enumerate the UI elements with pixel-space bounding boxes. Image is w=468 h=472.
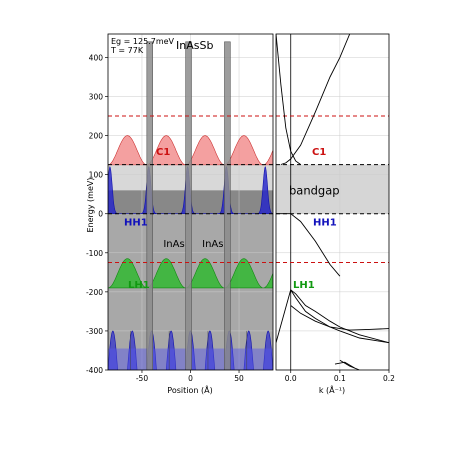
left-ytick-label: -100 (86, 249, 103, 258)
right-xtick-label: 0.2 (383, 374, 395, 383)
left-xtick-label: 0 (188, 374, 193, 383)
dispersion-curve-3 (276, 213, 341, 277)
barrier-3 (224, 41, 231, 370)
left-ytick-label: -300 (86, 327, 103, 336)
dispersion-curve-1 (276, 34, 301, 165)
dispersion-curve-6 (290, 305, 389, 331)
eg-annotation: Eg = 125.7meV (111, 37, 175, 46)
right-plot-area (276, 34, 389, 370)
left-ytick-label: 300 (89, 93, 104, 102)
material-label-inas: InAs (163, 239, 184, 250)
left-xtick-label: 50 (234, 374, 244, 383)
left-xtick-label: -50 (136, 374, 148, 383)
right-xtick-label: 0.1 (334, 374, 346, 383)
left-ytick-label: 400 (89, 53, 104, 62)
bandgap-label: bandgap (289, 183, 340, 197)
dispersion-curve-4 (276, 289, 389, 344)
left-ytick-label: 0 (98, 210, 103, 219)
right-axes: bandgap C1 HH1 LH1 0.0 0.1 0.2 (285, 147, 395, 383)
right-frame (275, 33, 390, 371)
dispersion-curve-5 (290, 289, 389, 344)
barrier-2 (185, 41, 192, 370)
left-axes: C1 HH1 LH1 InAs InAs -400 -300 -200 -100 0 100 200 3… (86, 53, 244, 383)
dispersion-curve-8 (334, 361, 355, 369)
barrier-1 (146, 41, 153, 370)
left-ytick-label: 200 (89, 132, 104, 141)
left-band-label-c1: C1 (156, 147, 170, 158)
left-title: InAsSb (176, 39, 213, 52)
bandgap-region (276, 164, 389, 214)
right-x-axis-label: k (Å⁻¹) (319, 384, 345, 395)
left-plot-area (108, 34, 273, 370)
left-band-label-lh1: LH1 (128, 280, 150, 291)
right-xtick-label: 0.0 (285, 374, 297, 383)
temperature-annotation: T = 77K (110, 46, 144, 55)
material-label-inas: InAs (202, 239, 223, 250)
right-band-label-lh1: LH1 (293, 280, 315, 291)
left-x-axis-label: Position (Å) (167, 384, 212, 395)
right-band-label-hh1: HH1 (313, 218, 337, 229)
left-ytick-label: -400 (86, 366, 103, 375)
dispersion-curve-2 (280, 34, 351, 165)
left-panel: C1 HH1 LH1 InAs InAs -400 -300 -200 -100 0 100 200 3… (86, 33, 274, 395)
y-axis-label: Energy (meV) (86, 178, 95, 233)
left-band-label-hh1: HH1 (124, 218, 148, 229)
right-band-label-c1: C1 (312, 147, 326, 158)
right-panel: bandgap C1 HH1 LH1 0.0 0.1 0.2 k (Å⁻¹) (275, 33, 395, 395)
left-ytick-label: -200 (86, 288, 103, 297)
left-ytick-label: 100 (89, 171, 104, 180)
